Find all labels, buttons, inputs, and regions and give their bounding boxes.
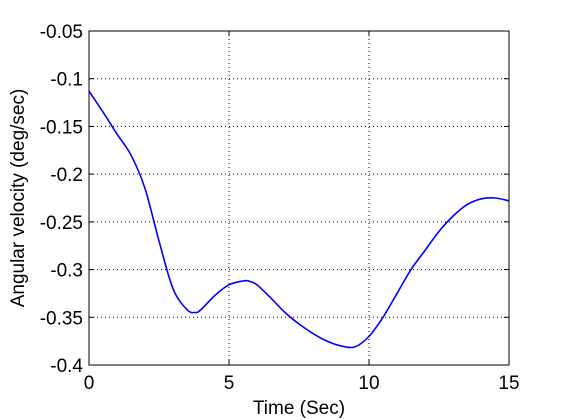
y-tick-label: -0.2 xyxy=(50,165,83,186)
y-tick-label: -0.15 xyxy=(40,117,83,138)
plot-frame xyxy=(88,30,510,366)
y-tick-labels: -0.4 -0.35 -0.3 -0.25 -0.2 -0.15 -0.1 -0.05 xyxy=(40,22,84,377)
y-axis-label: Angular velocity (deg/sec) xyxy=(8,89,29,308)
x-tick-label: 15 xyxy=(498,373,519,394)
y-tick-label: -0.4 xyxy=(50,356,83,377)
y-tick-label: -0.1 xyxy=(50,70,83,91)
series-layer xyxy=(88,90,510,349)
grid-lines xyxy=(89,31,509,365)
x-tick-label: 0 xyxy=(84,373,95,394)
y-tick-label: -0.25 xyxy=(40,213,83,234)
series-line xyxy=(88,90,510,349)
y-tick-label: -0.35 xyxy=(40,308,83,329)
x-tick-label: 5 xyxy=(224,373,235,394)
x-tick-labels: 0 5 10 15 xyxy=(84,373,520,394)
y-tick-label: -0.3 xyxy=(50,261,83,282)
tick-marks xyxy=(88,30,510,366)
x-tick-label: 10 xyxy=(358,373,379,394)
x-axis-label: Time (Sec) xyxy=(253,398,345,419)
y-tick-label: -0.05 xyxy=(40,22,83,43)
